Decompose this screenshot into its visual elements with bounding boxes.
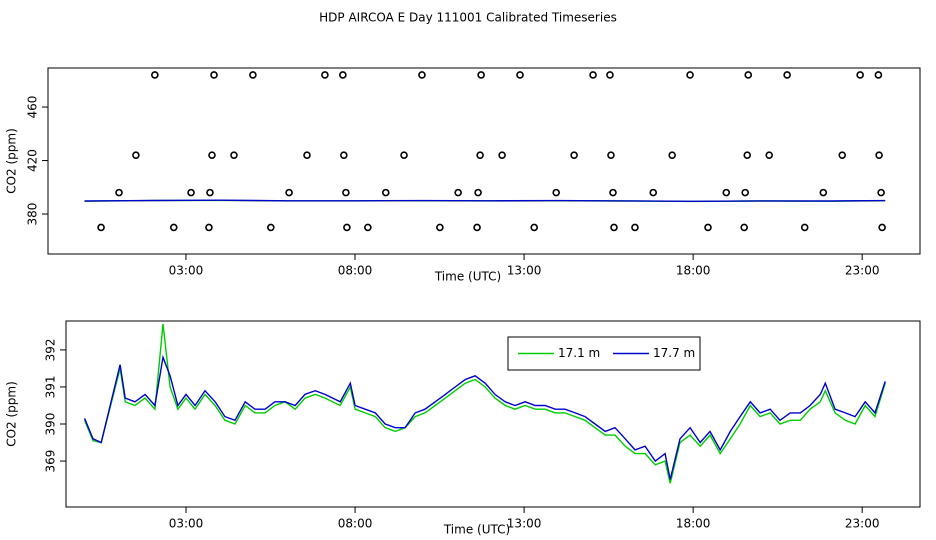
legend-label: 17.7 m	[653, 346, 695, 360]
y-tick-label: 420	[26, 149, 40, 172]
data-point	[364, 223, 372, 232]
y-tick-label: 391	[44, 375, 58, 398]
series-line	[83, 323, 886, 484]
data-point	[230, 151, 238, 159]
data-point	[686, 71, 694, 79]
data-point	[205, 223, 213, 232]
series-line	[84, 199, 886, 203]
data-point	[609, 188, 617, 197]
data-point	[285, 188, 293, 197]
data-point	[477, 71, 485, 79]
data-point	[151, 71, 159, 79]
data-point	[878, 223, 886, 232]
data-point	[400, 151, 408, 159]
y-tick-label: 380	[26, 203, 40, 226]
data-point	[610, 223, 618, 232]
data-point	[303, 151, 311, 159]
data-point	[97, 223, 105, 232]
data-point	[454, 188, 462, 197]
data-point	[607, 151, 615, 159]
data-point	[668, 151, 676, 159]
plot-frame	[65, 320, 921, 508]
data-point	[875, 151, 883, 159]
data-point	[498, 151, 506, 159]
data-point	[606, 71, 614, 79]
x-tick-label: 18:00	[676, 517, 711, 531]
x-tick-label: 23:00	[845, 517, 880, 531]
data-point	[856, 71, 864, 79]
data-point	[473, 223, 481, 232]
data-point	[631, 223, 639, 232]
data-point	[249, 71, 257, 79]
data-point	[267, 223, 275, 232]
data-point	[819, 188, 828, 197]
y-tick-label: 369	[44, 450, 58, 473]
x-tick-label: 03:00	[169, 264, 204, 278]
data-point	[877, 188, 885, 197]
data-point	[115, 188, 123, 197]
y-axis-label: CO2 (ppm)	[5, 381, 19, 447]
data-point	[744, 71, 753, 79]
plot-frame	[47, 67, 921, 255]
y-axis-label: CO2 (ppm)	[5, 128, 19, 194]
y-tick-label: 392	[44, 338, 58, 361]
data-point	[187, 188, 195, 197]
chart-title: HDP AIRCOA E Day 111001 Calibrated Times…	[319, 11, 617, 25]
y-tick-label: 460	[26, 96, 40, 119]
data-point	[800, 223, 809, 232]
data-point	[649, 188, 658, 197]
data-point	[208, 151, 216, 159]
x-tick-label: 23:00	[845, 264, 880, 278]
data-point	[589, 71, 597, 79]
x-tick-label: 13:00	[507, 517, 542, 531]
data-point	[321, 71, 329, 79]
data-point	[476, 151, 484, 159]
data-point	[783, 71, 791, 79]
series-line	[83, 354, 886, 480]
data-point	[740, 223, 748, 232]
x-axis-label: Time (UTC)	[434, 270, 501, 284]
data-point	[340, 151, 348, 159]
data-point	[210, 71, 218, 79]
x-tick-label: 13:00	[507, 264, 542, 278]
data-point	[838, 151, 847, 159]
data-point	[474, 188, 482, 197]
data-point	[418, 71, 426, 79]
x-tick-label: 03:00	[169, 517, 204, 531]
data-point	[342, 188, 350, 197]
x-axis-label: Time (UTC)	[443, 523, 510, 537]
data-point	[169, 223, 178, 232]
x-tick-label: 08:00	[338, 264, 373, 278]
x-tick-label: 08:00	[338, 517, 373, 531]
data-point	[722, 188, 731, 197]
data-point	[530, 223, 539, 232]
data-point	[206, 188, 214, 197]
data-point	[743, 151, 752, 159]
data-point	[343, 223, 351, 232]
data-point	[765, 151, 774, 159]
data-point	[132, 151, 140, 159]
data-point	[436, 223, 444, 232]
data-point	[570, 151, 578, 159]
data-point	[874, 71, 883, 79]
data-point	[516, 71, 524, 79]
data-point	[552, 188, 560, 197]
y-tick-label: 390	[44, 413, 58, 436]
data-point	[741, 188, 749, 197]
x-tick-label: 18:00	[676, 264, 711, 278]
legend-label: 17.1 m	[558, 346, 600, 360]
data-point	[339, 71, 347, 79]
data-point	[704, 223, 712, 232]
data-point	[381, 188, 390, 197]
